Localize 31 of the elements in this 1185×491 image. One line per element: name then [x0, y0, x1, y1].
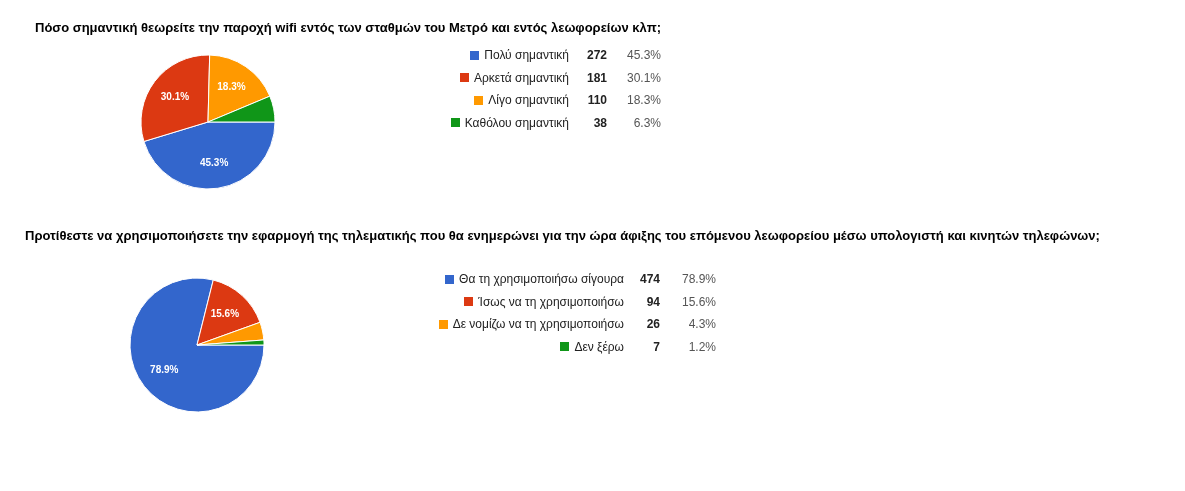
text: 181	[585, 70, 607, 85]
text: 38	[592, 115, 607, 130]
legend-label: Δε νομίζω να τη χρησιμοποιήσω	[452, 317, 624, 332]
text: 272	[585, 48, 607, 63]
legend-label: Καθόλου σημαντική	[464, 115, 569, 130]
data-label: 45.3%	[199, 156, 229, 168]
text: 474	[638, 272, 660, 287]
text: 30.1%	[626, 70, 661, 85]
data-label: 15.6%	[210, 307, 240, 319]
text: 78.9%	[681, 272, 716, 287]
legend-label: Πολύ σημαντική	[484, 48, 569, 63]
chart-title: Πόσο σημαντική θεωρείτε την παροχή wifi εντός των σταθμών του Μετρό και εντός λεωφορείων κλπ;	[35, 20, 663, 36]
data-label: 30.1%	[160, 90, 190, 102]
data-label: 6.3%	[632, 115, 661, 130]
text: 110	[586, 93, 607, 108]
legend-label: Λίγο σημαντική	[488, 93, 569, 108]
text: 18.3%	[626, 93, 661, 108]
text: 15.6%	[681, 294, 716, 309]
text: 26	[645, 317, 660, 332]
legend-label: Αρκετά σημαντική	[473, 70, 569, 85]
legend-label: Δεν ξέρω	[574, 339, 624, 354]
text: 45.3%	[626, 48, 661, 63]
data-label: 78.9%	[150, 364, 179, 376]
data-label: 1.2%	[687, 339, 716, 354]
legend-label: Ίσως να τη χρησιμοποιήσω	[478, 294, 624, 309]
text: 7	[652, 339, 660, 354]
legend-label: Θα τη χρησιμοποιήσω σίγουρα	[459, 272, 624, 287]
text: 94	[645, 294, 660, 309]
chart-title: Προτίθεστε να χρησιμοποιήσετε την εφαρμογή της τηλεματικής που θα ενημερώνει για την ώρα άφιξης του επόμενου λεωφορείου μέσω υπολογιστή και κινητών τηλεφώνων;	[25, 228, 1101, 244]
data-label: 18.3%	[217, 81, 246, 93]
data-label: 4.3%	[687, 317, 716, 332]
